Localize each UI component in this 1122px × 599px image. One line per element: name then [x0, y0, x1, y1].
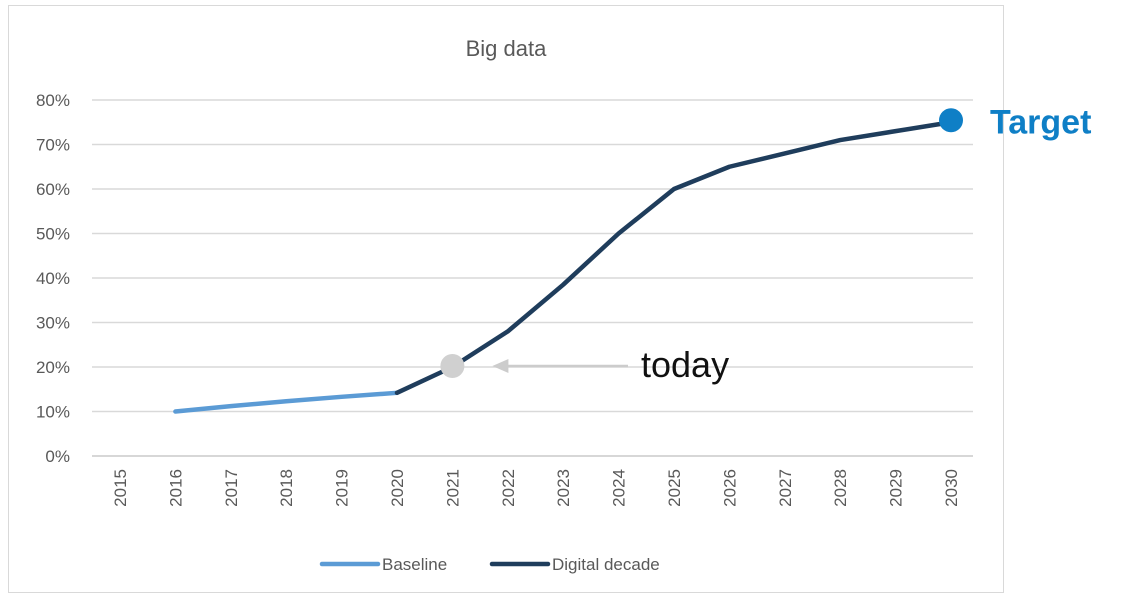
- today-label: today: [641, 344, 729, 385]
- x-tick-label: 2021: [443, 469, 462, 507]
- series-line-digital-decade: [394, 120, 954, 396]
- target-marker: [939, 108, 963, 133]
- today-arrow-head: [492, 359, 509, 373]
- y-tick-label: 20%: [36, 358, 70, 377]
- x-tick-label: 2023: [554, 469, 573, 507]
- y-tick-label: 40%: [36, 269, 70, 288]
- annotations: today Target: [440, 103, 1091, 385]
- legend-label: Baseline: [382, 555, 447, 574]
- x-tick-label: 2017: [222, 469, 241, 507]
- y-tick-label: 50%: [36, 225, 70, 244]
- x-tick-label: 2028: [831, 469, 850, 507]
- x-tick-label: 2018: [277, 469, 296, 507]
- x-tick-label: 2016: [166, 469, 185, 507]
- x-tick-label: 2024: [610, 469, 629, 507]
- y-axis-ticks: 0% 10% 20% 30% 40% 50% 60% 70% 80%: [36, 91, 70, 466]
- y-tick-label: 0%: [45, 447, 70, 466]
- x-tick-label: 2019: [333, 469, 352, 507]
- x-tick-label: 2015: [111, 469, 130, 507]
- x-tick-label: 2030: [942, 469, 961, 507]
- gridlines: [92, 99, 973, 457]
- x-axis-ticks: 2015 2016 2017 2018 2019 2020 2021 2022 2023 2024…: [111, 469, 961, 507]
- legend-label: Digital decade: [552, 555, 660, 574]
- y-tick-label: 10%: [36, 403, 70, 422]
- x-tick-label: 2029: [887, 469, 906, 507]
- legend: Baseline Digital decade: [319, 555, 660, 574]
- chart-frame: [8, 5, 1004, 593]
- series-lines: [173, 120, 954, 414]
- today-marker: [440, 354, 465, 378]
- series-line-baseline: [173, 390, 400, 414]
- x-tick-label: 2026: [720, 469, 739, 507]
- target-label: Target: [990, 103, 1091, 141]
- x-tick-label: 2025: [665, 469, 684, 507]
- chart-title: Big data: [466, 36, 547, 61]
- x-tick-label: 2022: [499, 469, 518, 507]
- y-tick-label: 70%: [36, 136, 70, 155]
- y-tick-label: 80%: [36, 91, 70, 110]
- x-tick-label: 2020: [388, 469, 407, 507]
- y-tick-label: 30%: [36, 314, 70, 333]
- y-tick-label: 60%: [36, 180, 70, 199]
- x-tick-label: 2027: [776, 469, 795, 507]
